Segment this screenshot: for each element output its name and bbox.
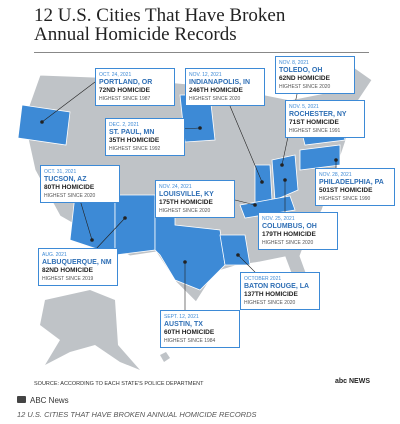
callout-city: TOLEDO, OH [279,67,323,74]
pennsylvania [299,144,341,171]
divider [34,52,369,53]
callout-homicide: 62ND HOMICIDE [279,75,330,82]
arizona [69,194,116,256]
callout-note: HIGHEST SINCE 1992 [109,146,161,152]
credit: ABC News [30,396,69,405]
alaska [40,290,140,370]
city-callout: NOV. 5, 2021 ROCHESTER, NY 71ST HOMICIDE HI… [285,100,365,138]
callout-city: LOUISVILLE, KY [159,191,214,198]
city-callout: OCT. 24, 2021 PORTLAND, OR 72ND HOMICIDE HI… [95,68,175,106]
camera-icon [17,396,26,403]
callout-city: COLUMBUS, OH [262,223,317,230]
callout-note: HIGHEST SINCE 2020 [279,84,331,90]
callout-note: HIGHEST SINCE 2020 [189,96,241,102]
logo: abc NEWS [335,378,371,385]
callout-date: NOV. 5, 2021 [289,104,319,110]
callout-date: SEPT. 12, 2021 [164,314,199,320]
city-callout: NOV. 24, 2021 LOUISVILLE, KY 175TH HOMICID… [155,180,235,218]
callout-note: HIGHEST SINCE 2020 [262,240,314,246]
callout-city: AUSTIN, TX [164,321,203,328]
callout-homicide: 71ST HOMICIDE [289,119,339,126]
callout-date: AUG. 2021 [42,252,67,258]
hawaii [160,352,170,362]
callout-date: NOV. 24, 2021 [159,184,192,190]
callout-note: HIGHEST SINCE 1990 [319,196,371,202]
callout-note: HIGHEST SINCE 2019 [42,276,94,282]
callout-homicide: 35TH HOMICIDE [109,137,160,144]
city-callout: SEPT. 12, 2021 AUSTIN, TX 60TH HOMICIDE HIG… [160,310,240,348]
source: SOURCE: ACCORDING TO EACH STATE'S POLICE… [34,381,204,387]
callout-city: ROCHESTER, NY [289,111,347,118]
city-callout: NOV. 25, 2021 COLUMBUS, OH 179TH HOMICIDE H… [258,212,338,250]
callout-homicide: 80TH HOMICIDE [44,184,95,191]
callout-city: INDIANAPOLIS, IN [189,79,251,86]
kentucky [239,195,296,219]
callout-date: NOV. 8, 2021 [279,60,309,66]
city-callout: NOV. 28, 2021 PHILADELPHIA, PA 501ST HOMIC… [315,168,395,206]
callout-homicide: 82ND HOMICIDE [42,267,93,274]
city-callout: DEC. 2, 2021 ST. PAUL, MN 35TH HOMICIDE HIG… [105,118,185,156]
callout-note: HIGHEST SINCE 2020 [244,300,296,306]
city-callout: NOV. 8, 2021 TOLEDO, OH 62ND HOMICIDE HIGHE… [275,56,355,94]
callout-date: NOV. 12, 2021 [189,72,222,78]
callout-homicide: 179TH HOMICIDE [262,231,316,238]
callout-homicide: 137TH HOMICIDE [244,291,298,298]
title: 12 U.S. Cities That Have Broken Annual H… [34,5,286,45]
callout-city: ALBUQUERQUE, NM [42,259,112,266]
ohio [271,154,299,201]
callout-city: BATON ROUGE, LA [244,283,310,290]
callout-city: PHILADELPHIA, PA [319,179,384,186]
callout-date: NOV. 28, 2021 [319,172,352,178]
callout-homicide: 72ND HOMICIDE [99,87,150,94]
callout-note: HIGHEST SINCE 1984 [164,338,216,344]
city-callout: OCTOBER 2021 BATON ROUGE, LA 137TH HOMICID… [240,272,320,310]
callout-city: PORTLAND, OR [99,79,153,86]
callout-note: HIGHEST SINCE 2020 [159,208,211,214]
highlighted-states [17,94,346,291]
callout-homicide: 501ST HOMICIDE [319,187,373,194]
callout-note: HIGHEST SINCE 1987 [99,96,151,102]
callout-date: OCTOBER 2021 [244,276,282,282]
callout-date: OCT. 24, 2021 [99,72,132,78]
oregon [17,104,71,146]
callout-note: HIGHEST SINCE 1991 [289,128,341,134]
louisiana [219,234,251,266]
callout-note: HIGHEST SINCE 2020 [44,193,96,199]
city-callout: OCT. 31, 2021 TUCSON, AZ 80TH HOMICIDE HIGH… [40,165,120,203]
callout-date: NOV. 25, 2021 [262,216,295,222]
new-mexico [114,194,156,256]
callout-homicide: 175TH HOMICIDE [159,199,213,206]
callout-homicide: 60TH HOMICIDE [164,329,215,336]
callout-city: TUCSON, AZ [44,176,87,183]
callout-homicide: 246TH HOMICIDE [189,87,243,94]
callout-date: DEC. 2, 2021 [109,122,140,128]
callout-city: ST. PAUL, MN [109,129,155,136]
callout-date: OCT. 31, 2021 [44,169,77,175]
city-callout: NOV. 12, 2021 INDIANAPOLIS, IN 246TH HOMIC… [185,68,265,106]
caption: 12 U.S. CITIES THAT HAVE BROKEN ANNUAL H… [17,410,257,419]
city-callout: AUG. 2021 ALBUQUERQUE, NM 82ND HOMICIDE HIG… [38,248,118,286]
